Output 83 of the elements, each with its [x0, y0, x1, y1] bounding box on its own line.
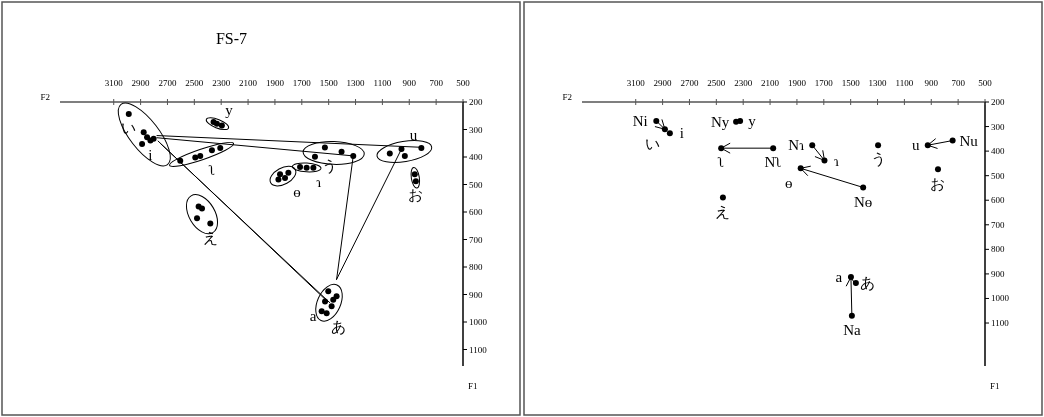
- x-tick-label: 1700: [292, 78, 312, 88]
- x-tick-label: 2900: [653, 78, 673, 88]
- x-tick-label: 1500: [841, 78, 861, 88]
- x-tick-label: 700: [429, 78, 444, 88]
- y-tick-label: 700: [991, 219, 1005, 230]
- annotation: Na: [843, 321, 861, 338]
- annotation: ɵ: [293, 184, 301, 201]
- annotation: a: [309, 307, 317, 324]
- x-tick-label: 3100: [104, 78, 124, 88]
- x-tick-label: 1500: [319, 78, 339, 88]
- y-tick-label: 800: [469, 262, 483, 272]
- x-tick-label: 2100: [761, 78, 780, 88]
- annotation: う: [870, 151, 886, 168]
- x-tick-label: 1100: [895, 78, 914, 88]
- x-tick-label: 1300: [346, 78, 366, 88]
- y-tick-label: 600: [991, 195, 1005, 206]
- x-tick-label: 1900: [787, 78, 807, 88]
- annotation: Nu: [959, 132, 979, 149]
- annotation: お: [408, 187, 424, 204]
- annotation: お: [930, 175, 946, 192]
- x-tick-label: 2500: [185, 78, 204, 88]
- x-tick-label: 700: [951, 78, 966, 88]
- annotation: ɵ: [784, 174, 793, 191]
- x-tick-label: 500: [456, 78, 471, 88]
- x-tick-label: 2700: [680, 78, 699, 88]
- y-tick-label: 400: [991, 146, 1005, 157]
- annotation: Nɵ: [853, 193, 873, 210]
- y-tick-label: 400: [469, 152, 483, 162]
- annotation: Ny: [710, 113, 730, 130]
- x-tick-label: 2300: [212, 78, 231, 88]
- y-tick-label: 1100: [469, 344, 488, 355]
- y-tick-label: 900: [991, 268, 1005, 279]
- chart-title: FS-7: [215, 30, 248, 47]
- y-tick-label: 300: [469, 124, 483, 135]
- y-tick-label: 1100: [991, 318, 1010, 329]
- y-tick-label: 600: [469, 207, 483, 217]
- annotation: i: [679, 125, 684, 142]
- annotation: ʅ: [207, 162, 216, 179]
- annotation: あ: [331, 319, 347, 336]
- y-tick-label: 1000: [991, 293, 1010, 304]
- x-tick-label: 900: [924, 78, 939, 88]
- annotation: a: [835, 269, 843, 286]
- y-tick-label: 800: [991, 244, 1005, 255]
- annotation: え: [202, 229, 218, 246]
- y-tick-label: 300: [991, 121, 1005, 132]
- x-tick-label: 2500: [707, 78, 726, 88]
- x-tick-label: 1900: [265, 78, 285, 88]
- annotation: u: [912, 137, 921, 154]
- annotation: ɿ: [316, 173, 322, 190]
- annotation: ɿ: [833, 152, 839, 169]
- x-tick-label: 500: [978, 78, 993, 88]
- annotation: あ: [860, 275, 876, 292]
- annotation: Ni: [632, 113, 648, 130]
- x-tick-label: 2700: [158, 78, 177, 88]
- annotation: ʅ: [716, 154, 725, 171]
- annotation: え: [715, 203, 731, 220]
- x-tick-label: 2100: [239, 78, 258, 88]
- x-tick-label: 1100: [373, 78, 392, 88]
- y-tick-label: 200: [991, 97, 1005, 107]
- x-tick-label: 2900: [131, 78, 151, 88]
- y-tick-label: 200: [469, 97, 483, 107]
- annotation: y: [748, 113, 757, 130]
- annotation: い: [645, 135, 661, 152]
- y-tick-label: 1000: [469, 317, 488, 327]
- y-tick-label: 500: [469, 179, 483, 190]
- annotation: u: [409, 127, 418, 144]
- annotation: i: [148, 146, 153, 163]
- x-tick-label: 2300: [734, 78, 753, 88]
- annotation: y: [225, 101, 234, 118]
- x-tick-label: 1300: [868, 78, 888, 88]
- annotation: い: [121, 120, 137, 137]
- x-axis-title: F2: [40, 92, 50, 102]
- x-tick-label: 3100: [626, 78, 646, 88]
- annotation: Nʅ: [764, 154, 782, 171]
- annotation: Nɿ: [788, 137, 805, 154]
- x-axis-title: F2: [562, 92, 572, 102]
- x-tick-label: 1700: [814, 78, 834, 88]
- y-axis-title: F1: [990, 381, 1000, 391]
- y-tick-label: 900: [469, 289, 483, 300]
- x-tick-label: 900: [402, 78, 417, 88]
- y-tick-label: 500: [991, 170, 1005, 181]
- y-axis-title: F1: [468, 381, 478, 391]
- y-tick-label: 700: [469, 234, 483, 245]
